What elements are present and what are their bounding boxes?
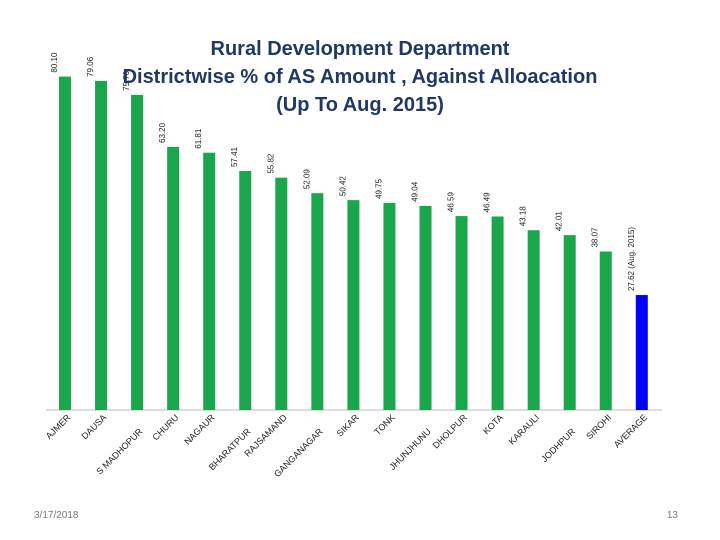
x-tick-label: SIROHI	[584, 412, 613, 441]
chart-title: (Up To Aug. 2015)	[276, 94, 444, 116]
x-tick-label: KOTA	[481, 412, 505, 436]
bar	[419, 205, 432, 410]
bar	[383, 202, 396, 410]
chart-title: Rural Development Department	[211, 38, 510, 60]
x-tick-label: JODHPUR	[539, 426, 577, 464]
bar	[347, 200, 360, 410]
value-label: 38.07	[591, 227, 600, 248]
bar	[239, 171, 252, 410]
value-label: 52.09	[302, 169, 311, 190]
value-label: 49.04	[411, 181, 420, 202]
x-tick-label: JHUNJHUNU	[387, 426, 433, 472]
value-label: 63.20	[158, 122, 167, 143]
x-tick-label: AJMER	[44, 412, 73, 441]
chart-title: Districtwise % of AS Amount , Against Al…	[123, 66, 598, 88]
x-tick-label: AVERAGE	[612, 412, 649, 449]
value-label: 46.49	[483, 192, 492, 213]
bar	[563, 235, 576, 410]
value-label: 49.75	[374, 178, 383, 199]
value-label: 46.59	[447, 191, 456, 212]
x-tick-label: TONK	[372, 412, 397, 437]
x-tick-label: DHOLPUR	[431, 412, 470, 451]
x-tick-label: KARAULI	[507, 412, 541, 446]
x-tick-label: S MADHOPUR	[94, 426, 145, 477]
bar	[311, 193, 324, 410]
bar	[167, 146, 180, 410]
bar	[455, 216, 468, 410]
bar	[275, 177, 288, 410]
x-tick-label: CHURU	[151, 412, 181, 442]
x-tick-label: NAGAUR	[182, 412, 217, 447]
value-label: 75.70	[122, 70, 131, 91]
bar	[203, 152, 216, 410]
x-tick-label: GANGANAGAR	[272, 426, 325, 479]
page-number: 13	[667, 510, 679, 521]
value-label: 80.10	[50, 52, 59, 73]
value-label: 27.62 (Aug. 2015)	[627, 227, 636, 291]
bar	[527, 230, 540, 410]
bar	[635, 295, 648, 410]
value-label: 55.82	[266, 153, 275, 174]
bar	[59, 76, 71, 411]
x-tick-label: SIKAR	[335, 412, 362, 439]
value-label: 61.81	[194, 128, 203, 149]
bar	[599, 251, 612, 410]
bar	[95, 80, 108, 410]
bar	[491, 216, 504, 410]
date: 3/17/2018	[34, 510, 79, 521]
value-label: 42.01	[555, 211, 564, 232]
value-label: 50.42	[338, 176, 347, 197]
bar	[131, 94, 144, 411]
value-label: 43.18	[519, 206, 528, 227]
x-tick-label: DAUSA	[79, 412, 108, 441]
value-label: 79.06	[86, 56, 95, 77]
value-label: 57.41	[230, 146, 239, 167]
